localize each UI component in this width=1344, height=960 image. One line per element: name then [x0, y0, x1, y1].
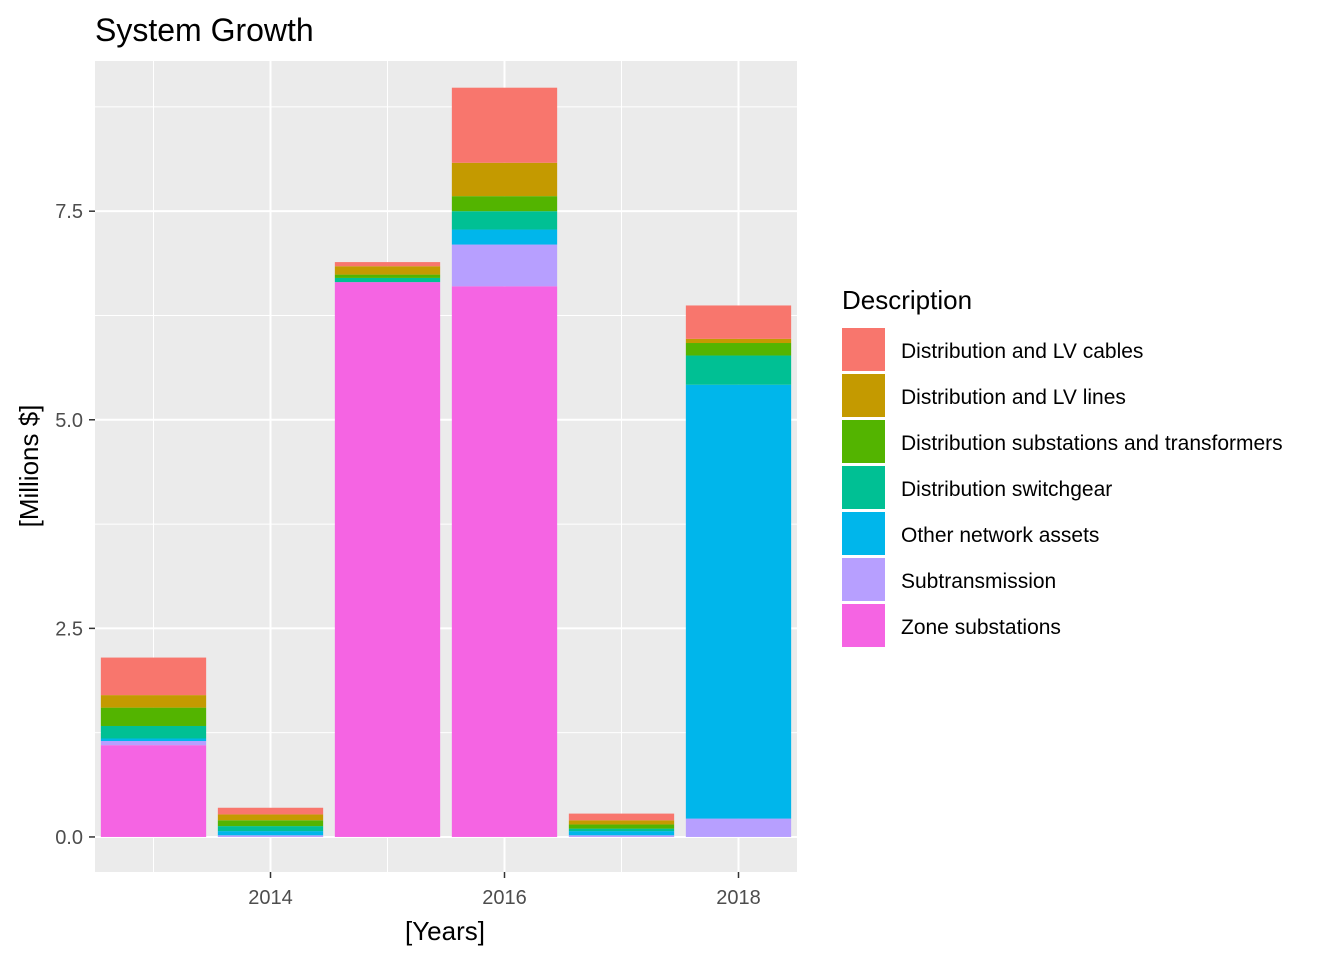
legend-key	[842, 512, 885, 555]
bar-segment	[568, 824, 675, 829]
bar-segment	[685, 343, 792, 356]
bar-segment	[451, 211, 558, 230]
bar-segment	[568, 813, 675, 821]
bar-segment	[334, 282, 441, 837]
bar-segment	[334, 266, 441, 275]
x-tick-label: 2018	[716, 887, 761, 909]
bar-segment	[685, 818, 792, 837]
bar-segment	[334, 277, 441, 283]
legend-key	[842, 374, 885, 417]
bar-segment	[334, 274, 441, 278]
x-axis: 2014 2016 2018	[248, 872, 761, 909]
bar-segment	[685, 338, 792, 344]
legend-label: Distribution and LV cables	[901, 340, 1143, 363]
legend-label: Distribution substations and transformer…	[901, 432, 1283, 455]
legend-key	[842, 328, 885, 371]
bar-segment	[568, 835, 675, 837]
chart-title: System Growth	[95, 12, 314, 48]
y-tick-label: 5.0	[55, 410, 83, 432]
bar-segment	[100, 745, 207, 837]
bar-segment	[334, 262, 441, 267]
legend-key	[842, 420, 885, 463]
bar-segment	[451, 162, 558, 197]
legend-label: Distribution switchgear	[901, 478, 1112, 501]
bar-segment	[568, 828, 675, 832]
bar-segment	[568, 831, 675, 836]
legend-key	[842, 558, 885, 601]
legend: Description Distribution and LV cables Di…	[842, 285, 1283, 647]
bar-segment	[451, 244, 558, 287]
legend-key	[842, 466, 885, 509]
bar-segment	[217, 831, 324, 836]
bar-segment	[685, 355, 792, 385]
bar-segment	[100, 657, 207, 696]
bar-segment	[451, 286, 558, 837]
bar-segment	[217, 807, 324, 815]
legend-title: Description	[842, 285, 972, 315]
legend-key	[842, 604, 885, 647]
bar-segment	[685, 384, 792, 819]
bar-segment	[217, 835, 324, 837]
x-axis-title: [Years]	[405, 916, 485, 946]
x-tick-label: 2016	[482, 887, 527, 909]
bar-segment	[100, 695, 207, 708]
bar-segment	[451, 87, 558, 163]
bar-segment	[217, 820, 324, 827]
y-axis-title: [Millions $]	[14, 405, 44, 528]
bar-segment	[568, 820, 675, 825]
legend-label: Other network assets	[901, 524, 1099, 547]
y-tick-label: 7.5	[55, 201, 83, 223]
legend-label: Zone substations	[901, 616, 1061, 639]
bar-segment	[100, 738, 207, 742]
legend-label: Subtransmission	[901, 570, 1056, 593]
y-tick-label: 0.0	[55, 827, 83, 849]
bar-segment	[100, 741, 207, 746]
bar-segment	[451, 229, 558, 245]
y-tick-label: 2.5	[55, 618, 83, 640]
bar-segment	[685, 305, 792, 339]
bar-segment	[451, 196, 558, 212]
x-tick-label: 2014	[248, 887, 293, 909]
bar-segment	[217, 826, 324, 832]
bar-segment	[100, 707, 207, 726]
y-axis: 0.0 2.5 5.0 7.5	[55, 201, 95, 849]
legend-label: Distribution and LV lines	[901, 386, 1126, 409]
bar-segment	[217, 814, 324, 821]
bar-segment	[100, 725, 207, 739]
plot-panel	[95, 61, 797, 872]
bars	[100, 87, 792, 837]
